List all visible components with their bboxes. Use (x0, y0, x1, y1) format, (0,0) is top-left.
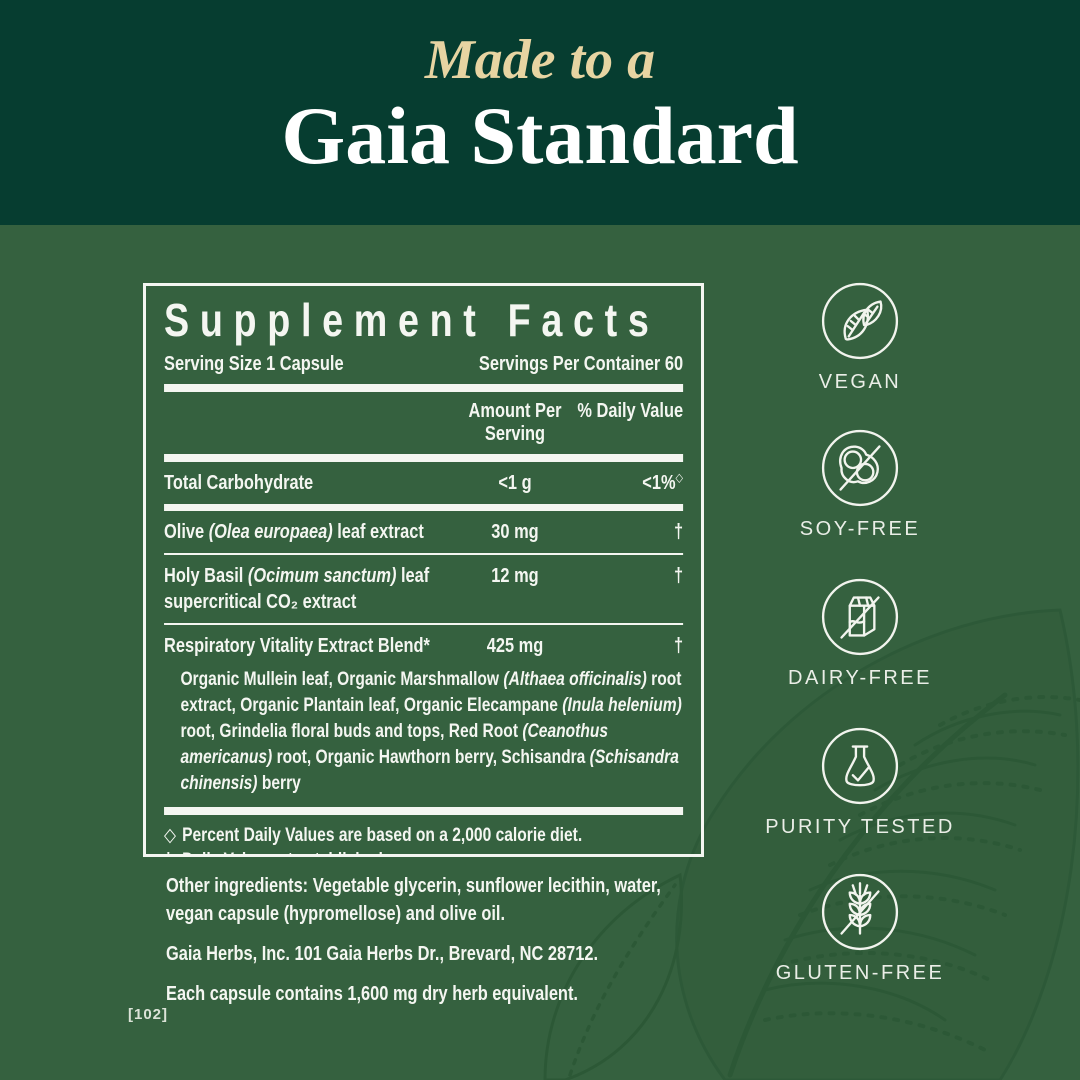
badge-label: DAIRY-FREE (788, 667, 932, 689)
nutrient-amount: 12 mg (491, 565, 539, 587)
nutrient-amount: 425 mg (486, 635, 544, 657)
vegan-leaves-icon (821, 282, 899, 360)
separator-thin (164, 623, 684, 625)
diamond-footnote-symbol: ◇ (675, 470, 684, 485)
nutrient-name: Olive (164, 521, 209, 543)
supplement-facts-title: Supplement Facts (164, 294, 660, 346)
supplement-facts-content: Supplement Facts Serving Size 1 Capsule … (146, 286, 701, 854)
diamond-footnote-symbol: ◇ (164, 825, 177, 846)
separator-thick (164, 454, 684, 462)
header-title: Gaia Standard (281, 89, 799, 181)
dairy-free-icon (821, 578, 899, 656)
column-daily-value: % Daily Value (577, 400, 684, 422)
badge-label: VEGAN (818, 371, 902, 393)
footnote-daily-values: ◇ Percent Daily Values are based on a 2,… (164, 825, 583, 846)
separator-thick (164, 384, 684, 392)
latin-name: (Althaea officinalis) (503, 669, 647, 690)
nutrient-dv: † (673, 635, 684, 657)
nutrient-name: Respiratory Vitality Extract Blend* (164, 635, 430, 657)
botanical-leaf-art (543, 608, 1080, 1080)
nutrient-row-olive: Olive (Olea europaea) leaf extract 30 mg… (164, 521, 684, 543)
separator-thin (164, 553, 684, 555)
serving-row: Serving Size 1 Capsule Servings Per Cont… (164, 352, 683, 376)
manufacturer-address: Gaia Herbs, Inc. 101 Gaia Herbs Dr., Bre… (166, 943, 599, 965)
latin-name: (Olea europaea) (208, 521, 333, 543)
nutrient-dv: <1% (642, 472, 676, 494)
badge-label: SOY-FREE (799, 518, 921, 540)
header-band: Made to a Gaia Standard (0, 0, 1080, 225)
badge-soy-free: SOY-FREE (750, 427, 970, 541)
latin-name: (Ceanothus americanus) (180, 721, 609, 768)
nutrient-name-line2: supercritical CO₂ extract (164, 591, 357, 613)
badge-label: GLUTEN-FREE (775, 962, 945, 984)
column-header-row: Amount Per Serving % Daily Value (164, 392, 684, 454)
sku-code: [102] (128, 1006, 169, 1023)
servings-per-container: Servings Per Container 60 (478, 353, 684, 375)
supplement-facts-panel: Supplement Facts Serving Size 1 Capsule … (143, 283, 704, 857)
header-eyebrow: Made to a (424, 29, 656, 91)
label-details: Other ingredients: Vegetable glycerin, s… (166, 872, 706, 1020)
separator-thick (164, 807, 684, 815)
badge-vegan: VEGAN (750, 280, 970, 394)
nutrient-dv: † (673, 521, 684, 543)
nutrient-row-holy-basil: Holy Basil (Ocimum sanctum) leaf supercri… (164, 565, 684, 613)
latin-name: (Schisandra chinensis) (180, 747, 679, 794)
serving-size: Serving Size 1 Capsule (164, 353, 344, 375)
soy-free-icon (821, 429, 899, 507)
badge-dairy-free: DAIRY-FREE (750, 576, 970, 690)
nutrient-name: Total Carbohydrate (164, 472, 314, 494)
other-ingredients: Other ingredients: Vegetable glycerin, s… (166, 875, 661, 925)
footnote-dagger: † Daily Value not established. (164, 848, 683, 854)
nutrient-amount: 30 mg (491, 521, 539, 543)
nutrient-name: Holy Basil (164, 565, 248, 587)
badge-purity-tested: PURITY TESTED (750, 725, 970, 839)
blend-description: Organic Mullein leaf, Organic Marshmallo… (180, 669, 682, 794)
dagger-footnote-symbol: † (164, 848, 182, 854)
nutrient-dv: † (673, 565, 684, 587)
column-amount-per-serving: Amount Per Serving (468, 400, 562, 445)
badge-label: PURITY TESTED (765, 816, 955, 838)
badge-gluten-free: GLUTEN-FREE (750, 871, 970, 985)
gluten-free-wheat-icon (821, 873, 899, 951)
nutrient-row-total-carbohydrate: Total Carbohydrate <1 g <1%◇ (164, 462, 683, 504)
capsule-equivalent-note: Each capsule contains 1,600 mg dry herb … (166, 983, 578, 1005)
latin-name: (Inula helenium) (562, 695, 682, 716)
nutrient-row-respiratory-blend: Respiratory Vitality Extract Blend* 425 … (164, 625, 683, 667)
separator-medium (164, 504, 684, 511)
purity-tested-flask-icon (821, 727, 899, 805)
latin-name: (Ocimum sanctum) (247, 565, 397, 587)
nutrient-amount: <1 g (498, 472, 532, 494)
